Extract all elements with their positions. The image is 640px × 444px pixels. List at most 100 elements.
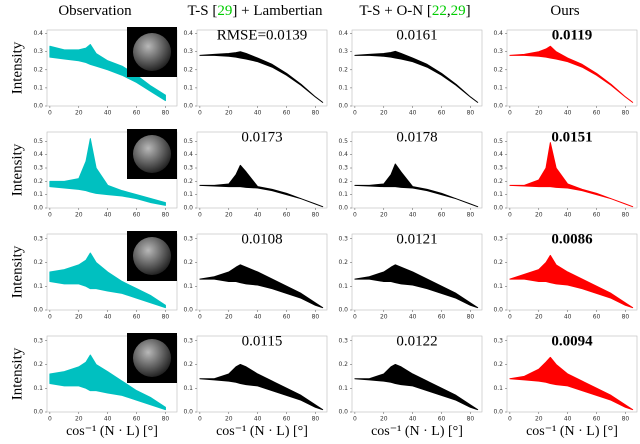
y-tick-label: 0.1 [493,385,503,392]
x-tick-label: 60 [438,314,446,321]
y-axis-label: Intensity [9,245,25,298]
x-tick-label: 0 [353,110,357,117]
y-tick-label: 0.3 [33,165,43,172]
y-tick-label: 0.3 [338,337,348,344]
y-tick-label: 0.1 [33,385,43,392]
x-tick-label: 60 [283,314,291,321]
x-tick-label: 0 [48,110,52,117]
x-tick-label: 40 [409,212,417,219]
y-tick-label: 0.0 [338,409,348,416]
intensity-band [199,364,324,411]
y-axis-label: Intensity [9,41,25,94]
y-tick-label: 0.0 [183,409,193,416]
header-part: T-S + O-N [ [359,3,432,19]
x-tick-label: 20 [535,416,543,423]
y-tick-label: 0.0 [183,103,193,110]
rmse-label: 0.0086 [551,231,593,247]
x-tick-label: 60 [438,110,446,117]
column-header: T-S [29] + Lambertian [188,3,323,19]
x-tick-label: 60 [283,212,291,219]
plot-frame [351,29,483,107]
x-tick-label: 40 [254,110,262,117]
x-tick-label: 40 [564,212,572,219]
plot-frame [506,131,638,209]
y-tick-label: 0.1 [183,385,193,392]
plot-frame [196,335,328,413]
y-tick-label: 0.2 [183,361,193,368]
x-tick-label: 40 [564,110,572,117]
y-tick-label: 0.1 [183,191,193,198]
x-tick-label: 80 [312,110,320,117]
x-tick-label: 80 [162,212,170,219]
inset-sphere [133,339,171,377]
y-tick-label: 0.3 [183,48,193,55]
x-tick-label: 80 [162,314,170,321]
plot-frame [196,131,328,209]
x-tick-label: 0 [48,416,52,423]
column-header: Ours [550,3,579,19]
x-tick-label: 20 [535,314,543,321]
header-part: ] [466,3,471,19]
rmse-label: 0.0173 [241,129,282,145]
intensity-band [509,142,634,208]
y-tick-label: 0.2 [33,361,43,368]
x-tick-label: 0 [198,110,202,117]
y-tick-label: 0.0 [33,307,43,314]
y-tick-label: 0.3 [493,48,503,55]
y-tick-label: 0.4 [338,30,348,37]
y-tick-label: 0.4 [33,151,43,158]
intensity-band [354,364,479,411]
plot-frame [506,29,638,107]
y-tick-label: 0.3 [33,48,43,55]
plot-frame [351,233,483,311]
y-tick-label: 0.0 [493,409,503,416]
y-tick-label: 0.2 [338,259,348,266]
plot-frame [196,29,328,107]
y-tick-label: 0.0 [33,409,43,416]
x-tick-label: 80 [622,212,630,219]
y-tick-label: 0.5 [493,138,503,145]
y-tick-label: 0.4 [183,151,193,158]
x-tick-label: 80 [312,314,320,321]
x-tick-label: 80 [622,416,630,423]
y-axis-label: Intensity [9,347,25,400]
x-tick-label: 80 [467,416,475,423]
x-tick-label: 60 [283,416,291,423]
y-tick-label: 0.1 [493,283,503,290]
rmse-label: 0.0122 [396,333,437,349]
intensity-band [354,163,479,208]
x-axis-label: cos⁻¹ (N · L) [°] [371,424,463,439]
x-tick-label: 0 [508,416,512,423]
x-tick-label: 0 [508,212,512,219]
y-tick-label: 0.3 [493,165,503,172]
y-tick-label: 0.2 [338,178,348,185]
y-tick-label: 0.5 [183,138,193,145]
x-tick-label: 80 [467,212,475,219]
y-tick-label: 0.2 [183,259,193,266]
x-tick-label: 60 [593,314,601,321]
y-tick-label: 0.4 [493,151,503,158]
y-tick-label: 0.0 [338,307,348,314]
x-tick-label: 20 [75,110,83,117]
x-tick-label: 80 [162,110,170,117]
x-tick-label: 80 [312,416,320,423]
x-axis-label: cos⁻¹ (N · L) [°] [66,424,158,439]
x-tick-label: 40 [104,416,112,423]
plot-frame [506,233,638,311]
intensity-band [49,43,166,102]
x-tick-label: 80 [622,314,630,321]
x-tick-label: 60 [593,416,601,423]
x-tick-label: 0 [48,314,52,321]
y-tick-label: 0.3 [33,235,43,242]
x-tick-label: 80 [312,212,320,219]
y-tick-label: 0.1 [338,283,348,290]
x-tick-label: 40 [564,314,572,321]
rmse-label: 0.0108 [241,231,282,247]
rmse-label: 0.0115 [242,333,283,349]
y-tick-label: 0.1 [338,191,348,198]
rmse-label: 0.0178 [396,129,437,145]
y-tick-label: 0.2 [493,361,503,368]
x-tick-label: 20 [225,212,233,219]
y-tick-label: 0.2 [493,178,503,185]
intensity-band [199,51,324,103]
